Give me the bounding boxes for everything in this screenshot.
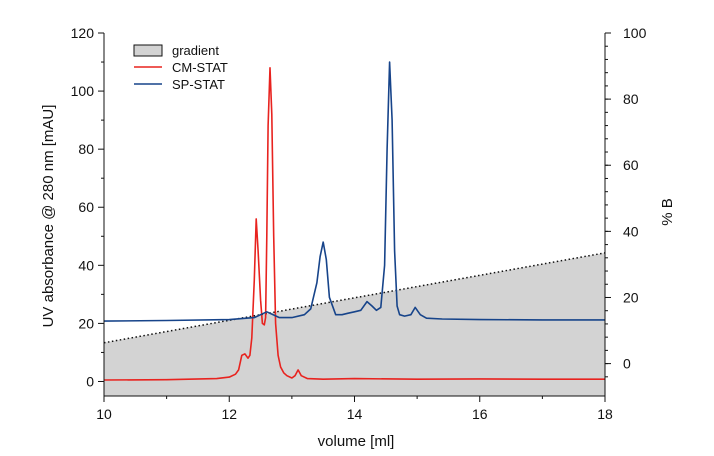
legend: gradient CM-STAT SP-STAT [133, 43, 228, 92]
x-tick-label: 12 [221, 406, 237, 422]
y-tick-label: 120 [71, 25, 95, 41]
gradient-area [104, 252, 605, 396]
y2-axis-title: % B [659, 198, 676, 226]
y2-tick-label: 100 [623, 25, 647, 41]
legend-label-gradient: gradient [172, 43, 219, 58]
x-tick-label: 16 [472, 406, 488, 422]
axes: 10 12 14 16 18 0 20 40 60 80 100 120 0 20 40 60 80 100 [71, 25, 647, 422]
y-tick-label: 80 [78, 141, 94, 157]
y-tick-label: 20 [78, 315, 94, 331]
plot-area [103, 61, 606, 396]
y2-tick-label: 60 [623, 157, 639, 173]
y2-tick-label: 40 [623, 223, 639, 239]
x-tick-label: 18 [597, 406, 613, 422]
cm-stat-series-line [103, 67, 605, 381]
y-axis-title: UV absorbance @ 280 nm [mAU] [40, 105, 57, 328]
legend-swatch-gradient [133, 44, 163, 57]
x-axis-title: volume [ml] [318, 433, 395, 450]
y-tick-label: 40 [78, 257, 94, 273]
gradient-line [103, 252, 606, 344]
sp-stat-series-line [103, 61, 605, 322]
legend-label-cm-stat: CM-STAT [172, 60, 228, 75]
y-tick-label: 0 [86, 373, 94, 389]
legend-label-sp-stat: SP-STAT [172, 77, 225, 92]
y2-tick-label: 0 [623, 356, 631, 372]
x-tick-label: 10 [96, 406, 112, 422]
y-tick-label: 100 [71, 83, 95, 99]
y2-tick-label: 20 [623, 289, 639, 305]
y-tick-label: 60 [78, 199, 94, 215]
x-tick-label: 14 [347, 406, 363, 422]
y2-tick-label: 80 [623, 91, 639, 107]
